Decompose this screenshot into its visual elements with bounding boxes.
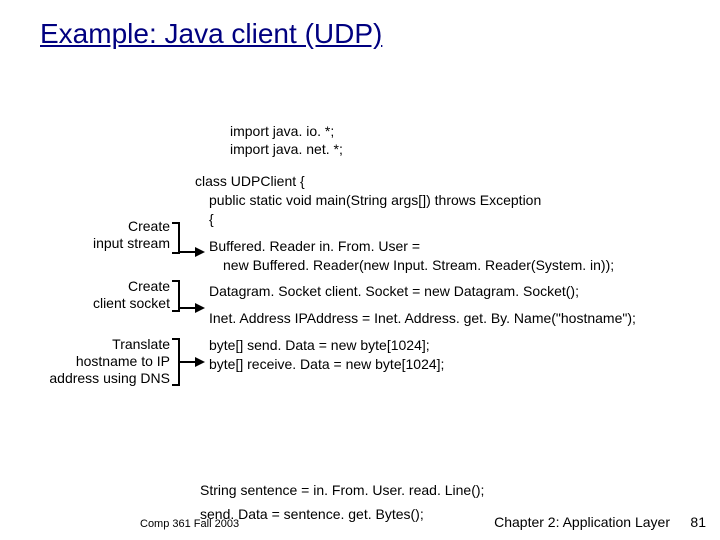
annotation-label: Create input stream (40, 218, 170, 252)
code-line: Inet. Address IPAddress = Inet. Address.… (195, 309, 705, 328)
label-text: Create (128, 278, 170, 294)
import-line: import java. net. *; (230, 140, 343, 158)
code-line: class UDPClient { (195, 172, 705, 191)
annotation-label: Create client socket (40, 278, 170, 312)
footer-chapter: Chapter 2: Application Layer (494, 514, 670, 530)
label-text: client socket (93, 295, 170, 311)
label-text: Translate (112, 336, 170, 352)
label-text: hostname to IP (76, 353, 170, 369)
import-block: import java. io. *; import java. net. *; (230, 122, 343, 158)
arrow-line (178, 251, 196, 253)
slide-title: Example: Java client (UDP) (40, 18, 382, 50)
label-text: input stream (93, 235, 170, 251)
code-line: public static void main(String args[]) t… (195, 191, 705, 210)
code-line: Buffered. Reader in. From. User = (195, 237, 705, 256)
page-number: 81 (690, 514, 706, 530)
arrow-icon (195, 247, 205, 257)
arrow-icon (195, 303, 205, 313)
bracket-icon (172, 222, 180, 254)
import-line: import java. io. *; (230, 122, 343, 140)
code-block: class UDPClient { public static void mai… (195, 172, 705, 374)
code-line: byte[] send. Data = new byte[1024]; (195, 336, 705, 355)
label-text: address using DNS (49, 370, 170, 386)
code-line: { (195, 210, 705, 229)
code-line: new Buffered. Reader(new Input. Stream. … (195, 256, 705, 275)
arrow-line (178, 361, 196, 363)
footer-course: Comp 361 Fall 2003 (140, 518, 239, 530)
code-line: Datagram. Socket client. Socket = new Da… (195, 282, 705, 301)
arrow-line (178, 307, 196, 309)
arrow-icon (195, 357, 205, 367)
code-line: String sentence = in. From. User. read. … (200, 482, 484, 498)
label-text: Create (128, 218, 170, 234)
annotation-label: Translate hostname to IP address using D… (0, 336, 170, 386)
code-line: byte[] receive. Data = new byte[1024]; (195, 355, 705, 374)
